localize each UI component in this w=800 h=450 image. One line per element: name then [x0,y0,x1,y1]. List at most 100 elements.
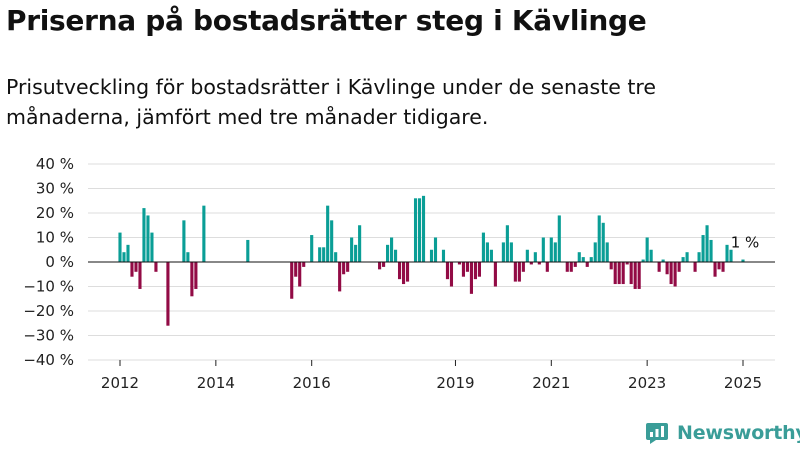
bar [338,262,342,292]
bar [641,259,645,262]
bar [537,262,541,265]
bar [585,262,589,267]
brand-name: Newsworthy [677,422,800,444]
bar [202,205,206,262]
x-tick-label: 2016 [293,374,331,392]
bar [617,262,621,285]
bar [705,225,709,262]
bar [190,262,194,297]
y-tick-label: 10 % [36,229,74,247]
bar [449,262,454,287]
bar [565,262,569,272]
bar [621,262,625,285]
x-tick-label: 2025 [724,374,762,392]
bar [505,225,509,262]
bar [649,249,653,262]
bar [717,262,721,270]
y-tick-label: −20 % [23,302,74,320]
y-tick-label: 40 % [36,155,74,173]
bar [525,249,529,262]
bar [713,262,717,277]
bar [481,232,485,262]
bar [473,262,477,280]
bar [541,237,545,262]
bar [382,262,386,267]
x-tick-label: 2021 [532,374,570,392]
bar [533,252,537,262]
bar [122,252,126,262]
bar [386,244,390,262]
bar [549,237,553,262]
bar [577,252,581,262]
bar [394,249,398,262]
bar [605,242,609,262]
bar [290,262,294,299]
bar [513,262,517,282]
bar [429,249,434,262]
bar [665,262,669,275]
bar [693,262,697,272]
bar [729,249,733,262]
bar [146,215,150,262]
bar [465,262,469,272]
bar [378,262,382,270]
bar [517,262,521,282]
y-tick-label: 30 % [36,180,74,198]
bar [501,242,505,262]
bar [405,262,410,282]
bar [493,262,497,287]
bar [330,220,334,262]
y-tick-label: −10 % [23,278,74,296]
bar [310,235,314,262]
bar [138,262,142,289]
bar [677,262,681,272]
bar [130,262,134,277]
bar [657,262,661,272]
bar [334,252,338,262]
bar [581,257,585,262]
bar [645,237,649,262]
x-tick-label: 2014 [197,374,235,392]
bar [441,249,446,262]
bar [721,262,725,272]
bar [354,244,358,262]
bar [318,247,322,262]
bar [709,239,713,262]
bar [142,208,146,262]
bar-series [118,195,745,326]
bar [390,237,394,262]
bar [397,262,402,280]
bar [326,205,330,262]
chart-title: Priserna på bostadsrätter steg i Kävling… [6,4,647,37]
bar [194,262,198,289]
bar [741,259,745,262]
bar [701,235,705,262]
bar [569,262,573,272]
y-tick-label: −30 % [23,327,74,345]
bar [413,198,418,262]
bar [298,262,302,287]
bar [681,257,685,262]
bar [601,222,605,262]
bar [489,249,493,262]
bar [613,262,617,285]
bar [457,262,462,265]
bar [421,195,426,262]
bar [134,262,138,272]
y-tick-label: −40 % [23,351,74,369]
bar [573,262,577,267]
x-axis: 2012 2014 2016 2019 2021 2023 2025 [101,360,762,392]
bar [509,242,513,262]
y-tick-label: 0 % [45,253,74,271]
bar [633,262,637,289]
bar [545,262,549,272]
bar [669,262,673,285]
bar [697,252,701,262]
bar [358,225,362,262]
bar [589,257,593,262]
bar [529,262,533,265]
bar [725,244,729,262]
x-tick-label: 2012 [101,374,139,392]
bar [593,242,597,262]
